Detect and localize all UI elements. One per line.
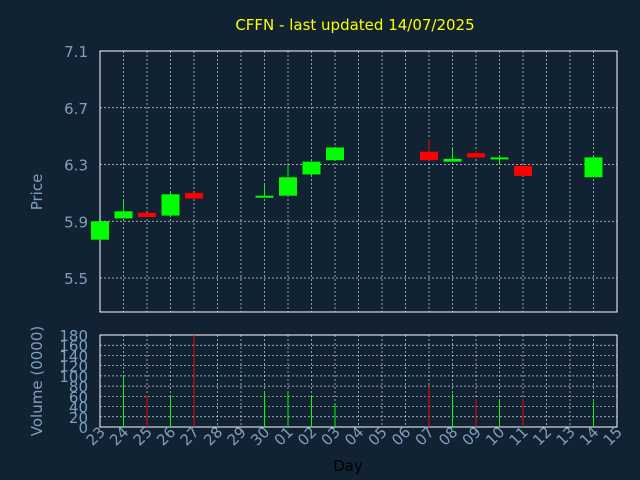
price-tick-label: 5.5: [64, 270, 88, 288]
price-axis-label: Price: [28, 174, 46, 211]
candle-body: [302, 161, 321, 175]
volume-tick-label: 20: [69, 409, 88, 427]
volume-axis-label: Volume (0000): [28, 326, 46, 436]
price-tick-label: 6.7: [64, 100, 88, 118]
volume-tick-label: 100: [59, 368, 88, 386]
candle-body: [420, 151, 438, 161]
volume-tick-label: 140: [59, 347, 88, 365]
candle-body: [185, 192, 203, 199]
candle-body: [490, 157, 509, 160]
candle-body: [326, 147, 344, 161]
volume-panel: 0204060801001201401601802324252627282930…: [59, 327, 625, 449]
volume-tick-label: 160: [59, 337, 88, 355]
day-axis-label: Day: [333, 457, 363, 475]
volume-tick-label: 40: [69, 399, 88, 417]
volume-tick-label: 80: [69, 378, 88, 396]
price-panel: 5.5 5.9 6.3 6.7 7.1: [64, 43, 618, 313]
candle-body: [255, 195, 274, 198]
volume-tick-label: 60: [69, 388, 88, 406]
candle-body: [114, 211, 133, 219]
volume-tick-label: 120: [59, 358, 88, 376]
volume-tick-label: 180: [59, 327, 88, 345]
candle-body: [514, 165, 532, 176]
candle-body: [443, 158, 462, 162]
price-tick-label: 5.9: [64, 213, 88, 231]
candle-body: [279, 177, 297, 196]
candle-body: [467, 153, 485, 158]
price-tick-label: 6.3: [64, 157, 88, 175]
candle-body: [138, 212, 156, 217]
candle-body: [161, 194, 180, 216]
volume-tick-label: 0: [78, 419, 88, 437]
candle-body: [91, 221, 109, 240]
candle-body: [584, 157, 603, 178]
chart-title: CFFN - last updated 14/07/2025: [235, 16, 474, 34]
price-tick-label: 7.1: [64, 43, 88, 61]
